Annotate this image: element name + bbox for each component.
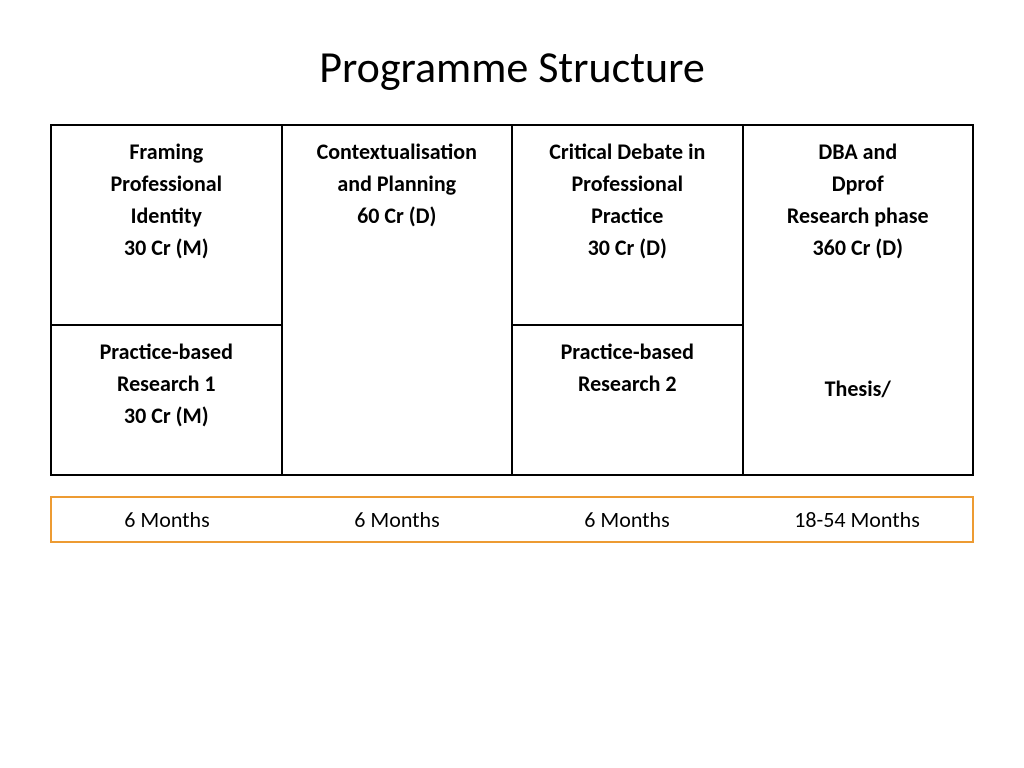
cell-framing-identity: Framing Professional Identity 30 Cr (M) bbox=[51, 125, 282, 325]
cell-line: DBA and bbox=[787, 136, 929, 168]
cell-line: 360 Cr (D) bbox=[787, 232, 929, 264]
cell-line: 30 Cr (M) bbox=[124, 400, 209, 432]
cell-line: Practice-based bbox=[100, 336, 233, 368]
cell-line-thesis: Thesis/ bbox=[825, 373, 891, 405]
cell-line: Contextualisation bbox=[317, 136, 477, 168]
timeline-item: 6 Months bbox=[512, 506, 742, 533]
timeline-item: 18-54 Months bbox=[742, 506, 972, 533]
cell-line: Professional bbox=[110, 168, 222, 200]
cell-practice-research-1: Practice-based Research 1 30 Cr (M) bbox=[51, 325, 282, 475]
timeline-item: 6 Months bbox=[282, 506, 512, 533]
cell-line: 30 Cr (M) bbox=[124, 232, 209, 264]
cell-line: Critical Debate in bbox=[549, 136, 705, 168]
cell-line: 60 Cr (D) bbox=[357, 200, 436, 232]
cell-dba-dprof: DBA and Dprof Research phase 360 Cr (D) … bbox=[743, 125, 974, 475]
cell-line: Practice bbox=[591, 200, 663, 232]
timeline-bar: 6 Months 6 Months 6 Months 18-54 Months bbox=[50, 496, 974, 543]
cell-line: and Planning bbox=[337, 168, 456, 200]
cell-line: Practice-based bbox=[561, 336, 694, 368]
cell-line: Framing bbox=[129, 136, 203, 168]
cell-critical-debate: Critical Debate in Professional Practice… bbox=[512, 125, 743, 325]
cell-line: Dprof bbox=[787, 168, 929, 200]
slide-title: Programme Structure bbox=[50, 40, 974, 94]
cell-line: Identity bbox=[131, 200, 202, 232]
timeline-item: 6 Months bbox=[52, 506, 282, 533]
cell-line: 30 Cr (D) bbox=[588, 232, 667, 264]
cell-line: Research 1 bbox=[117, 368, 216, 400]
cell-practice-research-2: Practice-based Research 2 bbox=[512, 325, 743, 475]
cell-line: Research 2 bbox=[578, 368, 677, 400]
programme-table: Framing Professional Identity 30 Cr (M) … bbox=[50, 124, 974, 476]
cell-line: Research phase bbox=[787, 200, 929, 232]
cell-contextualisation: Contextualisation and Planning 60 Cr (D) bbox=[282, 125, 513, 475]
cell-line: Professional bbox=[571, 168, 683, 200]
